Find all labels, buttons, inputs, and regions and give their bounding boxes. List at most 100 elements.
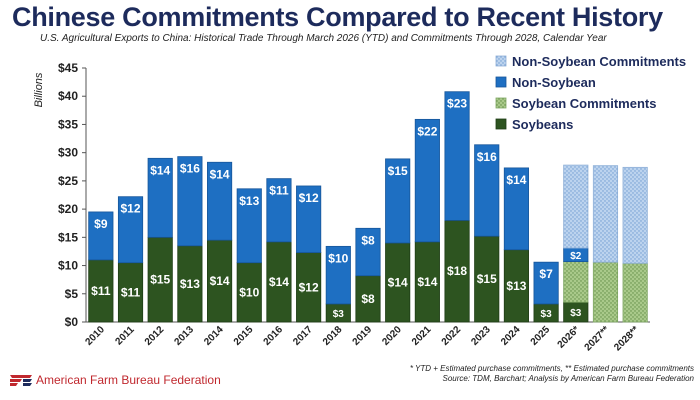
data-label: $14 xyxy=(269,275,289,289)
data-label: $14 xyxy=(150,163,170,177)
bar-soybeans xyxy=(355,275,381,323)
bar-soybeans xyxy=(385,242,411,323)
x-tick-label: 2014 xyxy=(202,324,226,348)
data-label: $22 xyxy=(417,124,437,138)
legend-label: Non-Soybean Commitments xyxy=(512,54,686,69)
x-tick-label: 2020 xyxy=(380,324,404,348)
legend-label: Non-Soybean xyxy=(512,75,596,90)
y-tick-label: $25 xyxy=(58,174,78,188)
bar-non-soybean-commitments xyxy=(622,166,648,264)
y-tick-label: $15 xyxy=(58,230,78,244)
data-label: $14 xyxy=(506,173,526,187)
y-axis-label: Billions xyxy=(33,72,45,107)
bar-non-soybean xyxy=(325,245,351,305)
afbf-logo xyxy=(8,372,34,393)
data-label: $15 xyxy=(477,272,497,286)
data-label: $11 xyxy=(121,285,141,299)
bar-non-soybean xyxy=(385,158,411,244)
bar-non-soybean xyxy=(266,178,292,243)
stacked-bar-chart: $0 $5 $10 $15 $20 $25 $30 $35 $40 $45 Billions 2010… xyxy=(33,54,686,353)
footnote-source: Source: TDM, Barchart; Analysis by Ameri… xyxy=(442,374,695,383)
data-label: $12 xyxy=(299,191,319,205)
chart-title: Chinese Commitments Compared to Recent H… xyxy=(12,2,663,32)
legend-label: Soybeans xyxy=(512,117,573,132)
data-label: $14 xyxy=(210,167,230,181)
data-label: $11 xyxy=(269,184,289,198)
bar-non-soybean xyxy=(355,227,381,277)
data-label: $18 xyxy=(447,264,467,278)
data-label: $8 xyxy=(361,233,375,247)
bar-non-soybean xyxy=(503,167,529,251)
bar-soybeans xyxy=(117,262,144,323)
organization-name: American Farm Bureau Federation xyxy=(36,373,221,387)
bars: $11 $9 $11 $12 $15 $14 $13 $16 $14 $14 $10 $13 $14 $1… xyxy=(88,91,648,323)
data-label: $3 xyxy=(541,309,553,320)
data-label: $14 xyxy=(210,274,230,288)
y-tick-label: $5 xyxy=(65,287,79,301)
x-tick-label: 2011 xyxy=(114,324,137,347)
x-tick-label: 2016 xyxy=(262,324,286,348)
y-tick-label: $45 xyxy=(58,61,78,75)
bar-non-soybean xyxy=(177,156,203,247)
bar-soybean-commitments xyxy=(563,261,589,303)
bar-non-soybean xyxy=(444,91,470,221)
bar-soybeans xyxy=(503,249,529,323)
legend-swatch-non-soybean-commitments xyxy=(495,55,507,67)
x-tick-label: 2013 xyxy=(173,324,197,348)
legend-swatch-non-soybean xyxy=(495,76,507,88)
bar-soybeans xyxy=(177,245,203,323)
legend-swatch-soybeans xyxy=(495,118,507,130)
bar-non-soybean-commitments xyxy=(563,164,589,249)
y-tick-label: $35 xyxy=(58,117,78,131)
x-tick-label: 2023 xyxy=(469,324,493,348)
x-tick-label: 2018 xyxy=(321,324,345,348)
bar-non-soybean xyxy=(207,161,233,241)
data-label: $16 xyxy=(477,150,497,164)
bar-soybeans xyxy=(147,236,173,323)
data-label: $14 xyxy=(388,275,408,289)
x-tick-label: 2021 xyxy=(410,324,434,348)
bar-non-soybean xyxy=(88,211,114,261)
data-label: $7 xyxy=(539,267,553,281)
y-tick-label: $30 xyxy=(58,146,78,160)
bar-non-soybean xyxy=(236,188,262,264)
bar-non-soybean xyxy=(414,118,440,243)
data-label: $13 xyxy=(239,194,259,208)
x-tick-label: 2017 xyxy=(291,324,315,348)
data-label: $12 xyxy=(299,280,319,294)
data-label: $12 xyxy=(121,202,141,216)
x-tick-label: 2010 xyxy=(83,324,107,348)
legend-label: Soybean Commitments xyxy=(512,96,656,111)
x-tick-label: 2024 xyxy=(499,324,523,348)
bar-non-soybean xyxy=(117,196,144,264)
x-tick-label: 2028** xyxy=(612,324,641,353)
x-tick-label: 2015 xyxy=(232,324,256,348)
data-label: $8 xyxy=(361,292,375,306)
bar-non-soybean xyxy=(533,261,559,305)
chart-subtitle: U.S. Agricultural Exports to China: Hist… xyxy=(40,33,607,44)
data-label: $14 xyxy=(417,275,437,289)
y-tick-label: $20 xyxy=(58,202,78,216)
data-label: $23 xyxy=(447,97,467,111)
x-tick-label: 2025 xyxy=(529,324,553,348)
data-label: $15 xyxy=(150,273,170,287)
data-label: $10 xyxy=(328,251,348,265)
bar-non-soybean xyxy=(296,185,322,253)
data-label: $9 xyxy=(94,217,108,231)
bar-soybeans xyxy=(474,235,500,323)
bar-soybeans xyxy=(444,219,470,323)
data-label: $13 xyxy=(180,277,200,291)
data-label: $16 xyxy=(180,162,200,176)
x-tick-label: 2026* xyxy=(556,324,582,350)
bar-soybean-commitments xyxy=(592,261,619,323)
bar-non-soybean xyxy=(147,157,173,238)
bar-soybeans xyxy=(207,239,233,323)
bar-soybeans xyxy=(296,252,322,323)
footnote: * YTD + Estimated purchase commitments, … xyxy=(410,364,694,384)
data-label: $3 xyxy=(333,309,345,320)
bar-non-soybean-commitments xyxy=(592,165,619,263)
y-tick-label: $40 xyxy=(58,89,78,103)
y-tick-label: $0 xyxy=(65,315,79,329)
x-tick-label: 2022 xyxy=(440,324,464,348)
x-tick-label: 2012 xyxy=(143,324,167,348)
